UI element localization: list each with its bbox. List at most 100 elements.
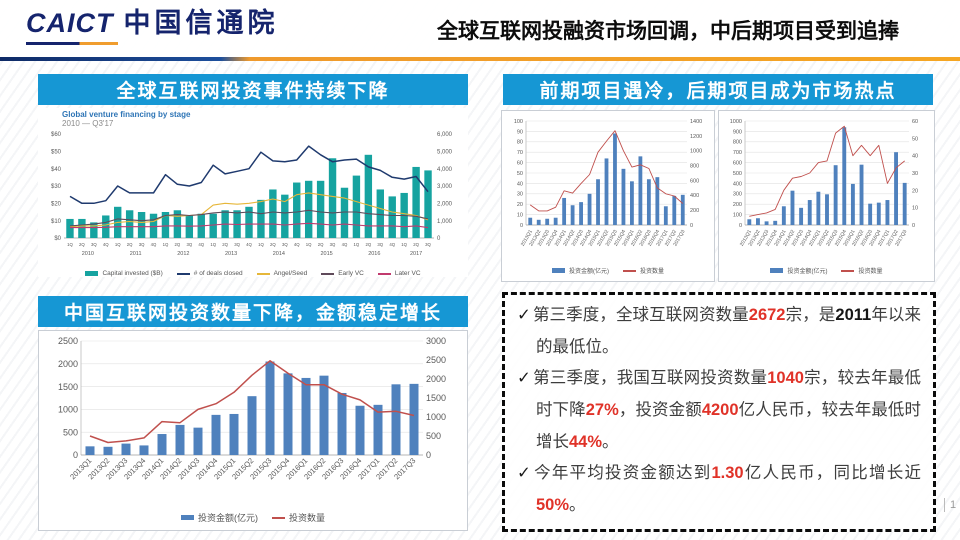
svg-text:1000: 1000 (58, 405, 78, 415)
svg-text:4Q: 4Q (198, 242, 204, 247)
chart-caption-range: 2010 — Q3'17 (62, 119, 114, 128)
early-stage-plot: 0 10 20 30 40 50 60 70 80 90 100 0 200 400 600 800 1000 1… (502, 113, 714, 266)
legend-item: 投资金额(亿元) (180, 511, 258, 524)
svg-text:1Q: 1Q (258, 242, 264, 247)
svg-text:60: 60 (517, 161, 523, 167)
svg-text:3Q: 3Q (139, 242, 145, 247)
check-icon: ✓ (517, 306, 531, 324)
svg-text:2017: 2017 (410, 251, 422, 257)
svg-text:2000: 2000 (426, 374, 446, 384)
svg-text:2Q: 2Q (318, 242, 324, 247)
legend-label: 投资数量 (858, 269, 883, 275)
svg-text:3Q: 3Q (234, 242, 240, 247)
svg-text:3Q: 3Q (425, 242, 431, 247)
svg-text:4Q: 4Q (103, 242, 109, 247)
svg-text:1Q: 1Q (354, 242, 360, 247)
svg-text:100: 100 (514, 119, 523, 125)
svg-text:400: 400 (733, 181, 742, 187)
note-bullet: ✓ 今年平均投资金额达到1.30亿人民币，同比增长近50%。 (517, 464, 922, 515)
legend-label: Early VC (338, 270, 364, 277)
svg-text:50: 50 (517, 171, 523, 177)
svg-text:1000: 1000 (690, 149, 702, 155)
svg-text:500: 500 (426, 431, 441, 441)
caict-logo-underline (26, 42, 118, 45)
legend-label: Capital invested ($B) (102, 270, 163, 277)
china-investment-plot: 0 500 1000 1500 2000 2500 0 500 1000 1500 2000 2500… (39, 333, 467, 510)
early-stage-chart-card: 0 10 20 30 40 50 60 70 80 90 100 0 200 400 600 800 1000 1… (501, 110, 715, 282)
line-swatch-icon (176, 272, 190, 275)
slide-title: 全球互联网投融资市场回调，中后期项目受到追捧 (437, 20, 899, 43)
late-stage-chart-card: 0 100 200 300 400 500 600 700 800 900 1000 0 10 20 30 4… (718, 110, 935, 282)
svg-text:10: 10 (517, 213, 523, 219)
svg-text:200: 200 (733, 202, 742, 208)
svg-text:2010: 2010 (82, 251, 94, 257)
svg-text:6,000: 6,000 (437, 132, 453, 138)
svg-text:1500: 1500 (426, 393, 446, 403)
svg-text:3Q: 3Q (282, 242, 288, 247)
svg-text:40: 40 (912, 154, 918, 160)
svg-text:3000: 3000 (426, 336, 446, 346)
svg-text:1Q: 1Q (115, 242, 121, 247)
global_stage-svg: $0 $10 $20 $30 $40 $50 $60 0 1,000 2,000 3,000 4,00… (51, 132, 453, 257)
svg-text:$50: $50 (51, 149, 62, 155)
svg-text:800: 800 (690, 163, 699, 169)
svg-text:30: 30 (517, 192, 523, 198)
bar-swatch-icon (180, 515, 194, 520)
check-icon: ✓ (517, 369, 532, 388)
line-swatch-icon (622, 269, 636, 272)
svg-text:$0: $0 (54, 236, 61, 242)
svg-text:2011: 2011 (130, 251, 142, 257)
svg-text:0: 0 (520, 223, 523, 229)
svg-text:2500: 2500 (426, 355, 446, 365)
legend-item: Capital invested ($B) (85, 270, 163, 277)
legend-item: 投资金额(亿元) (770, 266, 827, 275)
svg-text:0: 0 (690, 223, 693, 229)
legend-item: Angel/Seed (256, 270, 308, 277)
svg-text:4Q: 4Q (294, 242, 300, 247)
svg-text:2000: 2000 (58, 359, 78, 369)
legend-item: 投资数量 (622, 266, 664, 275)
svg-text:3,000: 3,000 (437, 184, 453, 190)
svg-text:2Q: 2Q (270, 242, 276, 247)
svg-text:0: 0 (426, 450, 431, 460)
svg-text:3Q: 3Q (91, 242, 97, 247)
legend-item: 投资数量 (271, 511, 325, 524)
svg-text:$20: $20 (51, 201, 62, 207)
line-swatch-icon (377, 272, 391, 275)
svg-text:2015: 2015 (320, 251, 332, 257)
svg-text:1200: 1200 (690, 134, 702, 140)
svg-text:40: 40 (517, 181, 523, 187)
svg-text:400: 400 (690, 193, 699, 199)
svg-text:1500: 1500 (58, 382, 78, 392)
svg-text:$30: $30 (51, 184, 62, 190)
line-swatch-icon (321, 272, 335, 275)
legend-label: Angel/Seed (273, 270, 308, 277)
legend-item: 投资数量 (841, 266, 883, 275)
svg-text:2016: 2016 (368, 251, 380, 257)
caict-logo-chinese: 中国信通院 (123, 8, 279, 38)
svg-text:20: 20 (912, 188, 918, 194)
svg-text:5,000: 5,000 (437, 149, 453, 155)
svg-text:600: 600 (733, 161, 742, 167)
legend-item: Later VC (377, 270, 421, 277)
svg-text:1Q: 1Q (67, 242, 73, 247)
svg-text:1000: 1000 (730, 119, 742, 125)
svg-text:$10: $10 (51, 219, 62, 225)
svg-text:2Q: 2Q (413, 242, 419, 247)
legend-label: Later VC (394, 270, 421, 277)
svg-text:0: 0 (437, 236, 441, 242)
global-venture-financing-chart: Global venture financing by stage 2010 —… (38, 108, 468, 277)
svg-text:$40: $40 (51, 167, 62, 173)
svg-text:4,000: 4,000 (437, 167, 453, 173)
svg-text:1400: 1400 (690, 119, 702, 125)
svg-text:0: 0 (73, 450, 78, 460)
chart-caption-title: Global venture financing by stage (62, 110, 191, 119)
svg-text:50: 50 (912, 136, 918, 142)
header: CAICT 中国信通院 全球互联网投融资市场回调，中后期项目受到追捧 (0, 0, 960, 57)
svg-text:3Q: 3Q (330, 242, 336, 247)
panel-title-global-events: 全球互联网投资事件持续下降 (38, 74, 468, 105)
line-swatch-icon (271, 516, 285, 519)
svg-text:2Q: 2Q (175, 242, 181, 247)
svg-text:2Q: 2Q (365, 242, 371, 247)
svg-text:2500: 2500 (58, 336, 78, 346)
